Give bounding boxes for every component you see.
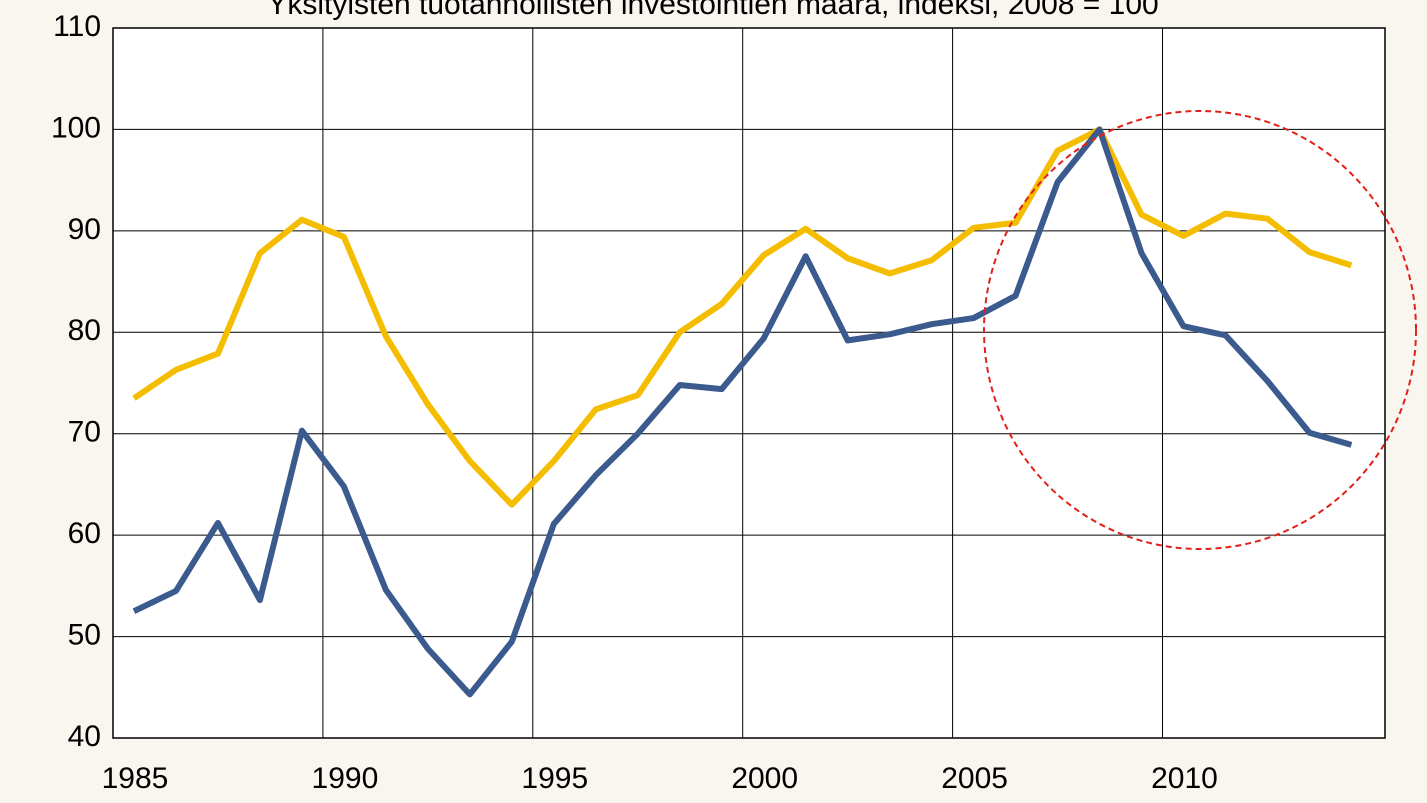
series-line <box>132 126 1353 508</box>
plot-area <box>112 27 1386 739</box>
lines <box>132 126 1353 698</box>
x-tick-label: 1995 <box>521 762 588 795</box>
x-tick-label: 1990 <box>312 762 379 795</box>
grid <box>112 27 1385 739</box>
y-tick-label: 50 <box>68 618 101 651</box>
y-tick-label: 60 <box>68 517 101 550</box>
y-tick-label: 40 <box>68 720 101 753</box>
x-tick-label: 1985 <box>102 762 169 795</box>
x-tick-label: 2010 <box>1151 762 1218 795</box>
y-tick-label: 90 <box>68 213 101 246</box>
highlight-ellipse <box>983 110 1417 550</box>
chart-title: Yksityisten tuotannollisten investointie… <box>267 0 1158 21</box>
x-tick-label: 2000 <box>731 762 798 795</box>
y-tick-label: 110 <box>53 10 101 43</box>
y-tick-label: 100 <box>51 111 101 144</box>
y-tick-label: 80 <box>68 314 101 347</box>
series-line <box>132 126 1353 698</box>
x-tick-label: 2005 <box>941 762 1008 795</box>
y-tick-label: 70 <box>68 416 101 449</box>
